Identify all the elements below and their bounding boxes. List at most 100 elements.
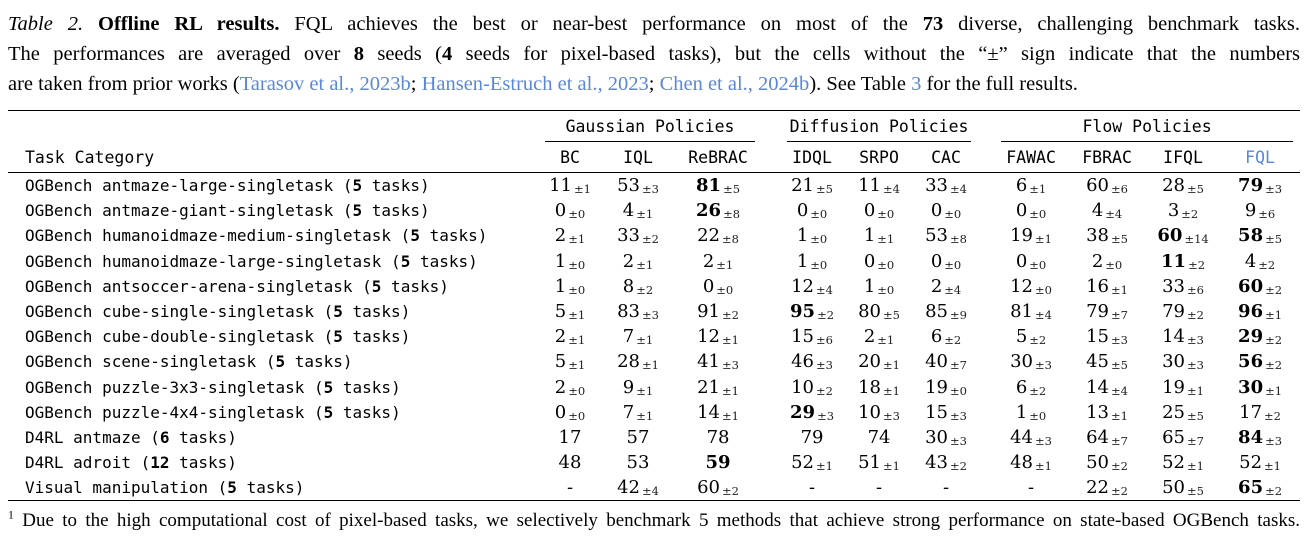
value-cell: 2 ±0 <box>1068 249 1146 274</box>
task-category-cell: OGBench puzzle-3x3-singletask (5 tasks) <box>25 377 401 397</box>
score-value: 4 <box>1244 250 1257 272</box>
value-cell: 81 ±4 <box>994 299 1068 324</box>
score-value: 81 <box>1010 301 1034 323</box>
value-cell: 53 <box>602 450 674 475</box>
value-cell: 26 ±8 <box>674 198 762 223</box>
value-cell: 19 ±1 <box>994 223 1068 248</box>
std-dev: ±7 <box>950 358 967 373</box>
std-dev: ±0 <box>810 257 828 272</box>
score-value: 26 <box>696 200 722 222</box>
std-dev: ±1 <box>568 308 586 323</box>
score-value: 33 <box>925 175 949 197</box>
score-value: 60 <box>1086 175 1110 197</box>
value-cell: 33 ±4 <box>914 173 978 199</box>
value-cell: 1 ±0 <box>994 400 1068 425</box>
score-value: 28 <box>1162 175 1186 197</box>
std-dev: ±2 <box>1111 459 1128 474</box>
column-spacer <box>978 111 994 143</box>
value-cell: 2 ±1 <box>538 324 602 349</box>
value-cell: 48 <box>538 450 602 475</box>
std-dev: ±2 <box>1265 282 1283 297</box>
score-value: 2 <box>554 326 567 348</box>
citation-link[interactable]: Chen et al., 2024b <box>659 73 810 95</box>
task-category-cell: OGBench antsoccer-arena-singletask (5 ta… <box>25 276 449 296</box>
task-category-cell: D4RL adroit (12 tasks) <box>25 453 237 473</box>
score-value: 0 <box>702 275 715 297</box>
score-value: 19 <box>1010 225 1034 247</box>
value-cell: 4 ±2 <box>1220 249 1300 274</box>
value-cell: 2 ±1 <box>674 249 762 274</box>
score-value: 2 <box>1091 250 1104 272</box>
std-dev: ±2 <box>1029 333 1047 348</box>
score-value: 84 <box>1238 426 1264 448</box>
column-spacer <box>978 173 994 199</box>
std-dev: ±1 <box>721 333 739 348</box>
value-cell: 6 ±2 <box>994 375 1068 400</box>
value-cell: 6 ±2 <box>914 324 978 349</box>
score-value: 0 <box>930 250 943 272</box>
column-spacer <box>762 173 780 199</box>
value-cell: 11 ±1 <box>538 173 602 199</box>
table-row: OGBench cube-single-singletask (5 tasks)… <box>8 299 1300 324</box>
std-dev: ±2 <box>816 383 833 398</box>
column-header-ifql: IFQL <box>1146 142 1221 173</box>
task-category-cell: OGBench humanoidmaze-large-singletask (5… <box>25 251 478 271</box>
group-header-spacer <box>8 111 538 143</box>
column-spacer <box>762 249 780 274</box>
score-value: 53 <box>617 175 640 197</box>
value-cell: 7 ±1 <box>602 324 674 349</box>
value-cell: 15 ±3 <box>1068 324 1146 349</box>
column-spacer <box>978 349 994 374</box>
score-value: 85 <box>925 301 949 323</box>
column-header-bc: BC <box>538 142 602 173</box>
score-value: 3 <box>1167 200 1180 222</box>
value-cell: 0 ±0 <box>780 198 844 223</box>
score-value: 5 <box>554 301 567 323</box>
std-dev: ±0 <box>810 232 828 247</box>
std-dev: ±5 <box>1187 408 1204 423</box>
std-dev: ±0 <box>568 207 586 222</box>
column-spacer <box>762 324 780 349</box>
value-cell: 0 ±0 <box>538 400 602 425</box>
std-dev: ±6 <box>1111 182 1128 197</box>
std-dev: ±1 <box>816 459 833 474</box>
score-value: 0 <box>1015 250 1028 272</box>
score-value: 7 <box>622 326 635 348</box>
column-spacer <box>978 198 994 223</box>
value-cell: 50 ±5 <box>1146 475 1220 501</box>
std-dev: ±3 <box>1187 358 1204 373</box>
table-row: OGBench antmaze-large-singletask (5 task… <box>8 173 1300 199</box>
std-dev: ±1 <box>641 358 659 373</box>
column-spacer <box>978 223 994 248</box>
std-dev: ±0 <box>1105 257 1123 272</box>
std-dev: ±0 <box>944 207 962 222</box>
value-cell: 59 <box>674 450 762 475</box>
value-cell: 56 ±2 <box>1220 349 1300 374</box>
score-value: 22 <box>1086 477 1110 499</box>
value-cell: 22 ±2 <box>1068 475 1146 501</box>
score-value: 5 <box>554 351 567 373</box>
std-dev: ±0 <box>944 257 962 272</box>
std-dev: ±8 <box>721 232 739 247</box>
value-cell: 53 ±3 <box>602 173 674 199</box>
citation-link[interactable]: Tarasov et al., 2023b <box>239 73 411 95</box>
score-value: 60 <box>1238 275 1264 297</box>
std-dev: ±0 <box>568 282 586 297</box>
column-spacer <box>762 400 780 425</box>
value-cell: 11 ±4 <box>844 173 914 199</box>
value-cell: 65 ±2 <box>1220 475 1300 501</box>
score-value: 74 <box>867 426 891 448</box>
std-dev: ±3 <box>950 433 967 448</box>
std-dev: ±5 <box>723 182 741 197</box>
score-value: 80 <box>858 301 881 323</box>
table-header: Gaussian Policies Diffusion Policies Flow … <box>8 111 1301 173</box>
std-dev: ±2 <box>1188 257 1206 272</box>
std-dev: ±1 <box>636 383 654 398</box>
citation-link[interactable]: 3 <box>911 73 922 95</box>
score-value: 16 <box>1086 275 1110 297</box>
task-category-cell: OGBench humanoidmaze-medium-singletask (… <box>25 226 488 246</box>
citation-link[interactable]: Hansen-Estruch et al., 2023 <box>421 73 649 95</box>
std-dev: ±4 <box>1105 207 1123 222</box>
value-cell: 60 ±2 <box>674 475 762 501</box>
column-header-idql: IDQL <box>780 142 845 173</box>
